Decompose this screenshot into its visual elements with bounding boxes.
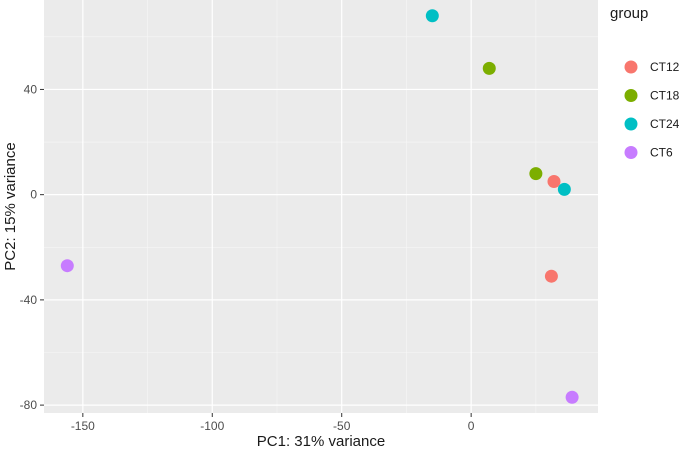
legend-label-ct6: CT6 [650, 146, 673, 160]
major-gridlines [44, 0, 598, 413]
x-tick-label: -150 [71, 419, 95, 433]
legend: group CT12 CT18 CT24 CT6 [610, 5, 680, 160]
plot-panel [44, 0, 598, 413]
x-axis-title: PC1: 31% variance [257, 433, 385, 450]
legend-label-ct24: CT24 [650, 117, 680, 131]
legend-key-ct6 [624, 146, 638, 159]
y-tick-label: -40 [20, 293, 38, 307]
data-point-ct12 [544, 269, 558, 283]
data-point-ct18 [529, 167, 543, 181]
legend-key-ct12 [624, 60, 638, 74]
data-points [60, 9, 579, 404]
data-point-ct18 [482, 61, 496, 75]
legend-label-ct18: CT18 [650, 89, 680, 103]
axis-ticks: -150 -100 -50 0 -80 -40 0 40 [20, 82, 475, 433]
data-point-ct24 [425, 9, 439, 23]
data-point-ct6 [565, 390, 579, 404]
y-axis-title: PC2: 15% variance [2, 142, 19, 270]
legend-title: group [610, 5, 648, 22]
data-point-ct12 [547, 175, 561, 189]
x-tick-label: 0 [468, 419, 475, 433]
legend-key-ct18 [624, 89, 638, 102]
y-tick-label: 40 [24, 82, 38, 96]
legend-key-ct24 [624, 117, 638, 131]
y-tick-label: 0 [30, 188, 37, 202]
legend-label-ct12: CT12 [650, 60, 680, 74]
y-tick-label: -80 [20, 398, 38, 412]
data-point-ct24 [557, 182, 571, 196]
x-tick-label: -50 [333, 419, 351, 433]
x-tick-label: -100 [200, 419, 224, 433]
data-point-ct6 [60, 259, 74, 273]
minor-gridlines [44, 0, 598, 413]
